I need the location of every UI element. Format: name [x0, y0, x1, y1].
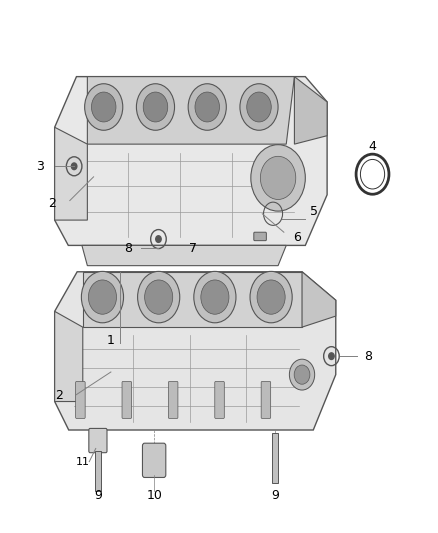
Circle shape	[195, 92, 219, 122]
Circle shape	[250, 271, 292, 323]
Text: 9: 9	[271, 489, 279, 503]
FancyBboxPatch shape	[89, 429, 107, 453]
Circle shape	[247, 92, 271, 122]
Text: 8: 8	[124, 241, 132, 255]
Circle shape	[136, 84, 175, 130]
Bar	[272, 433, 278, 483]
Text: 7: 7	[189, 241, 197, 255]
Text: 10: 10	[146, 489, 162, 503]
Circle shape	[201, 280, 229, 314]
Polygon shape	[55, 77, 327, 245]
Polygon shape	[82, 245, 286, 265]
Circle shape	[188, 84, 226, 130]
Circle shape	[71, 163, 77, 169]
Circle shape	[81, 271, 124, 323]
Circle shape	[294, 365, 310, 384]
FancyBboxPatch shape	[261, 382, 271, 418]
Circle shape	[143, 92, 168, 122]
FancyBboxPatch shape	[142, 443, 166, 478]
Polygon shape	[294, 77, 327, 144]
Text: 9: 9	[94, 489, 102, 503]
FancyBboxPatch shape	[168, 382, 178, 418]
Polygon shape	[302, 272, 336, 327]
Text: 3: 3	[35, 160, 43, 173]
Polygon shape	[55, 127, 87, 220]
FancyBboxPatch shape	[76, 382, 85, 418]
Circle shape	[257, 280, 285, 314]
FancyBboxPatch shape	[254, 232, 266, 241]
Text: 2: 2	[49, 197, 57, 209]
Circle shape	[328, 353, 334, 359]
Text: 1: 1	[107, 334, 115, 347]
FancyBboxPatch shape	[122, 382, 131, 418]
Text: 2: 2	[55, 389, 63, 402]
Circle shape	[290, 359, 314, 390]
Polygon shape	[83, 272, 302, 327]
Bar	[95, 451, 101, 491]
Circle shape	[194, 271, 236, 323]
Polygon shape	[55, 311, 83, 401]
Circle shape	[85, 84, 123, 130]
Polygon shape	[55, 272, 336, 430]
Circle shape	[156, 236, 161, 243]
Text: 5: 5	[310, 205, 318, 217]
Circle shape	[92, 92, 116, 122]
Circle shape	[251, 144, 305, 211]
Text: 4: 4	[369, 140, 376, 153]
FancyBboxPatch shape	[215, 382, 224, 418]
Circle shape	[88, 280, 117, 314]
Circle shape	[138, 271, 180, 323]
Circle shape	[240, 84, 278, 130]
Circle shape	[260, 156, 296, 199]
Polygon shape	[87, 77, 294, 144]
Circle shape	[145, 280, 173, 314]
Text: 6: 6	[293, 231, 301, 244]
Text: 11: 11	[76, 457, 90, 467]
Text: 8: 8	[364, 350, 372, 362]
